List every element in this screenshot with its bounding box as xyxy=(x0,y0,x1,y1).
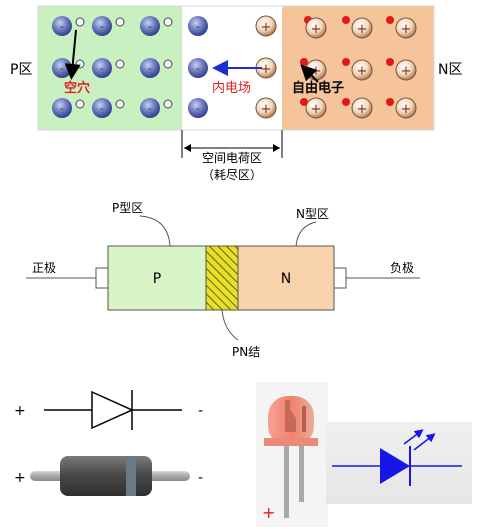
hole-pointer-arrow xyxy=(64,29,81,80)
acceptor-ion: - xyxy=(92,58,125,78)
component-minus: - xyxy=(198,470,203,486)
depletion-label: 空间电荷区 xyxy=(202,151,262,165)
depletion-sub-label: （耗尽区） xyxy=(202,168,262,182)
depletion-bracket xyxy=(181,130,283,158)
cathode-terminal xyxy=(333,267,347,289)
svg-text:-: - xyxy=(196,62,200,75)
acceptor-ion: - xyxy=(140,58,173,78)
depletion-ions: - - - + + + xyxy=(188,15,277,119)
svg-text:+: + xyxy=(357,64,368,79)
svg-text:+: + xyxy=(261,20,272,35)
acceptor-ion: - xyxy=(52,16,85,36)
svg-text:-: - xyxy=(196,20,200,33)
svg-text:-: - xyxy=(196,102,200,115)
cathode-label: 负极 xyxy=(390,261,414,275)
p-type-callout xyxy=(139,215,171,247)
electron-label: 自由电子 xyxy=(292,80,344,96)
acceptor-ion: - xyxy=(92,98,125,118)
positive-ion: + xyxy=(255,15,277,37)
svg-text:+: + xyxy=(261,62,272,77)
svg-text:+: + xyxy=(357,22,368,37)
svg-text:-: - xyxy=(148,62,152,75)
donor-ion: + xyxy=(342,97,373,119)
negative-ion: - xyxy=(188,16,208,36)
svg-text:-: - xyxy=(100,20,104,33)
p-block xyxy=(107,245,207,311)
light-ray-arrow xyxy=(403,429,424,445)
svg-text:-: - xyxy=(148,102,152,115)
donor-ion: + xyxy=(304,16,327,39)
cathode-band xyxy=(126,456,136,496)
svg-text:-: - xyxy=(60,102,64,115)
n-type-callout xyxy=(295,221,317,247)
anode-terminal xyxy=(95,267,109,289)
svg-text:+: + xyxy=(401,22,412,37)
diode-symbols: + - + - + xyxy=(14,382,472,527)
svg-text:-: - xyxy=(100,62,104,75)
p-block-label: P xyxy=(153,271,161,287)
svg-text:+: + xyxy=(311,22,322,37)
light-ray-arrow xyxy=(413,433,436,451)
donor-ion: + xyxy=(386,58,417,81)
svg-text:+: + xyxy=(401,102,412,117)
n-block-label: N xyxy=(281,271,291,287)
n-block xyxy=(237,245,335,311)
svg-text:-: - xyxy=(100,102,104,115)
svg-text:+: + xyxy=(357,102,368,117)
donor-ion: + xyxy=(342,16,373,39)
diode-symbol-plus: + xyxy=(14,403,26,419)
diode-symbol xyxy=(44,390,182,430)
svg-text:+: + xyxy=(401,64,412,79)
acceptor-ion: - xyxy=(52,98,85,118)
donor-ion: + xyxy=(386,97,417,119)
pn-junction-block xyxy=(205,245,239,311)
led-component xyxy=(256,382,328,527)
donor-ion: + xyxy=(300,97,327,119)
svg-text:-: - xyxy=(60,20,64,33)
anode-label: 正极 xyxy=(32,261,56,275)
p-type-label: P型区 xyxy=(112,201,143,215)
diode-symbol-minus: - xyxy=(198,403,203,419)
acceptor-ion: - xyxy=(140,16,173,36)
diode-structure-diagram: P N P型区 N型区 正极 负极 PN结 xyxy=(26,201,420,359)
negative-ion: - xyxy=(188,98,208,118)
donor-ion: + xyxy=(386,16,417,39)
led-plus: + xyxy=(262,503,275,522)
svg-text:-: - xyxy=(148,20,152,33)
junction-callout xyxy=(221,309,239,341)
positive-ion: + xyxy=(255,97,277,119)
field-label: 内电场 xyxy=(212,80,251,96)
svg-text:+: + xyxy=(311,102,322,117)
electron-pointer-arrow xyxy=(300,64,319,83)
component-plus: + xyxy=(14,470,26,486)
p-region-label: P区 xyxy=(10,62,32,78)
diode-component xyxy=(30,456,190,496)
junction-label: PN结 xyxy=(232,345,260,359)
donor-ion: + xyxy=(342,58,373,81)
led-symbol xyxy=(326,422,472,504)
n-region-label: N区 xyxy=(438,62,462,78)
acceptor-ion: - xyxy=(92,16,125,36)
hole-label: 空穴 xyxy=(64,80,90,96)
pn-junction-diagram: - - - - - - - - - - - - + + + + + + + + … xyxy=(10,5,462,182)
n-type-label: N型区 xyxy=(296,207,329,221)
svg-text:-: - xyxy=(60,62,64,75)
p-region-ions: - - - - - - - - - xyxy=(52,16,173,118)
negative-ion: - xyxy=(188,58,208,78)
n-region-ions: + + + + + + + + + xyxy=(300,16,417,119)
acceptor-ion: - xyxy=(140,98,173,118)
svg-text:+: + xyxy=(261,102,272,117)
